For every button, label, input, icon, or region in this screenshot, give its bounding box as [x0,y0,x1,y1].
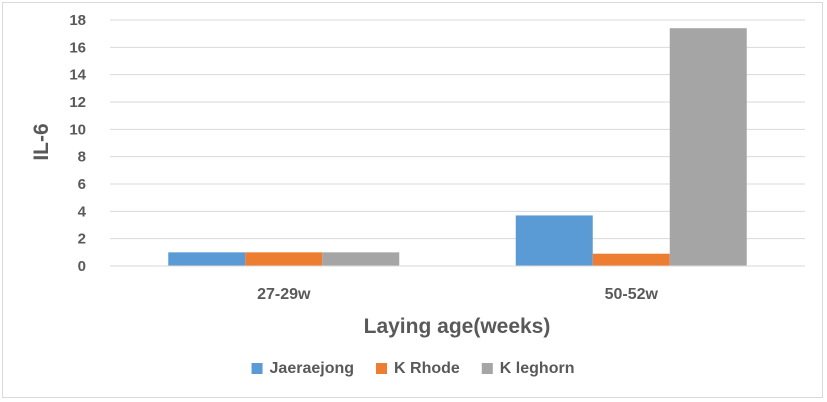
legend-label: K leghorn [500,360,575,377]
bar-jaeraejong-27-29w [168,252,246,266]
y-tick-label: 8 [78,149,86,166]
legend: Jaeraejong K Rhode K leghorn [251,360,575,377]
y-tick-label: 12 [69,94,86,111]
x-tick-label: 50-52w [605,286,659,303]
legend-swatch [376,363,388,374]
legend-swatch [481,363,493,374]
bar-k-leghorn-27-29w [322,252,400,266]
legend-swatch [251,363,263,374]
legend-item: K leghorn [481,360,575,377]
y-tick-label: 14 [69,67,86,84]
y-tick-label: 10 [69,121,86,138]
legend-label: K Rhode [394,360,460,377]
y-tick-label: 6 [78,176,86,193]
y-tick-label: 2 [78,231,86,248]
bar-k-rhode-50-52w [592,253,670,266]
y-tick-label: 18 [69,12,86,29]
y-axis-title: IL-6 [30,123,53,160]
x-tick-label: 27-29w [257,286,311,303]
bar-k-rhode-27-29w [245,252,323,266]
y-tick-label: 4 [78,203,87,220]
y-axis-ticks: 0 2 4 6 8 10 12 14 16 18 [69,12,86,275]
y-tick-label: 0 [78,258,86,275]
legend-label: Jaeraejong [270,360,354,377]
legend-item: Jaeraejong [251,360,354,377]
bar-jaeraejong-50-52w [515,215,593,266]
bars [168,28,747,267]
bar-k-leghorn-50-52w [669,28,747,267]
legend-item: K Rhode [376,360,460,377]
x-axis-title: Laying age(weeks) [364,315,551,338]
y-tick-label: 16 [69,39,86,56]
x-axis-ticks: 27-29w 50-52w [257,286,658,303]
